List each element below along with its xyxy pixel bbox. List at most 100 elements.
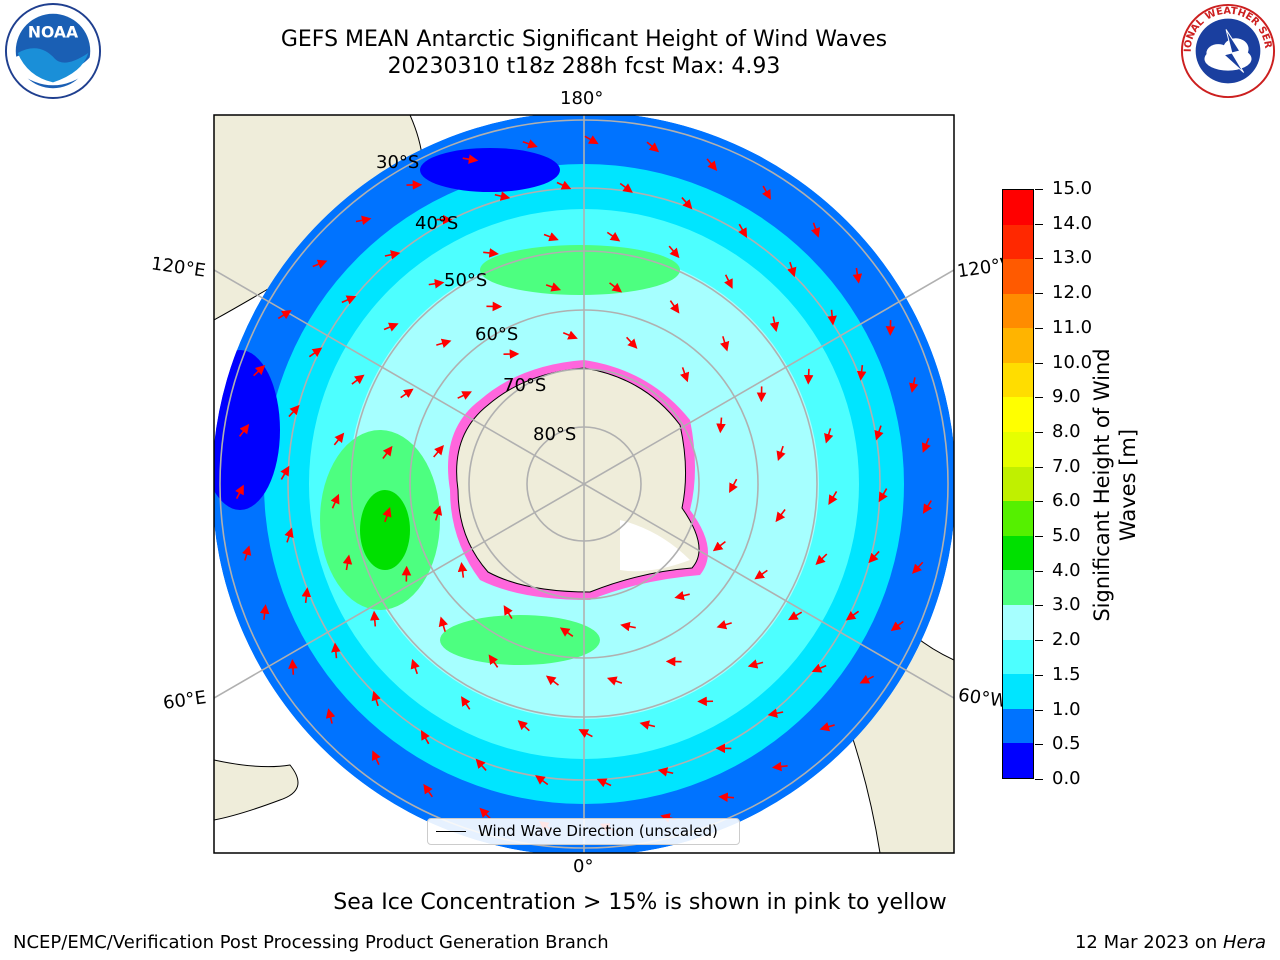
wave-arrow: [436, 338, 452, 348]
wave-arrow: [253, 365, 266, 377]
colorbar-tick-label: 15.0: [1052, 178, 1093, 199]
colorbar-tick-label: 14.0: [1052, 212, 1093, 234]
wave-arrow: [433, 444, 444, 458]
colorbar-tick: [1035, 605, 1043, 607]
map-legend: Wind Wave Direction (unscaled): [427, 818, 740, 845]
wave-arrow: [625, 336, 638, 349]
wave-arrow: [308, 347, 323, 358]
wave-arrow: [325, 708, 336, 724]
sea-ice-note: Sea Ice Concentration > 15% is shown in …: [333, 890, 947, 915]
wave-arrow: [769, 316, 780, 333]
colorbar-tick: [1035, 466, 1043, 468]
wave-arrow: [259, 604, 270, 620]
colorbar-tick-label: 5.0: [1052, 525, 1081, 547]
wave-arrow: [351, 374, 365, 385]
colorbar-tick-label: 3.0: [1052, 594, 1081, 616]
wave-arrow: [815, 553, 828, 566]
wave-arrow: [620, 621, 636, 632]
wave-arrow: [787, 261, 797, 278]
wave-arrow: [819, 722, 835, 732]
wave-arrow: [868, 550, 880, 564]
colorbar-segment: [1003, 293, 1033, 329]
wave-arrow: [420, 730, 430, 745]
colorbar-segment: [1003, 605, 1033, 640]
wave-arrow: [724, 274, 733, 289]
colorbar-tick-label: 8.0: [1052, 420, 1081, 442]
colorbar-segment: [1003, 328, 1033, 363]
wave-arrow: [852, 267, 863, 284]
wave-arrow: [810, 222, 821, 238]
wave-arrow: [400, 388, 414, 399]
wave-arrow: [859, 674, 875, 684]
chart-subtitle: 20230310 t18z 288h fcst Max: 4.93: [387, 54, 781, 79]
colorbar-segment: [1003, 432, 1033, 467]
wave-arrow: [333, 432, 345, 446]
colorbar-segment: [1003, 535, 1033, 571]
colorbar-tick: [1035, 709, 1043, 711]
wave-arrow: [483, 248, 499, 258]
footer-credit: NCEP/EMC/Verification Post Processing Pr…: [13, 932, 609, 953]
wave-arrow: [288, 404, 300, 418]
colorbar-tick: [1035, 431, 1043, 433]
wave-arrow: [706, 158, 718, 171]
colorbar-tick: [1035, 570, 1043, 572]
wave-arrow: [824, 428, 834, 444]
lon-label-180: 180°: [560, 88, 604, 109]
wave-arrow: [410, 658, 420, 675]
colorbar-segment: [1003, 189, 1033, 225]
wave-arrow: [729, 478, 738, 494]
colorbar-tick-label: 2.0: [1052, 629, 1081, 651]
wave-arrow: [535, 775, 549, 786]
wave-arrow: [720, 336, 730, 352]
wave-arrow: [545, 282, 562, 292]
wave-arrow: [845, 610, 860, 621]
wave-arrow: [669, 300, 680, 314]
wave-arrow: [462, 154, 479, 164]
colorbar-tick: [1035, 327, 1043, 329]
wave-arrow: [681, 197, 693, 210]
wave-arrow: [878, 488, 888, 503]
colorbar: [1002, 189, 1034, 779]
wave-arrow: [428, 278, 445, 289]
colorbar-tick: [1035, 362, 1043, 364]
wave-arrow: [280, 465, 290, 480]
colorbar-segment: [1003, 259, 1033, 294]
colorbar-segment: [1003, 743, 1033, 778]
lat-label-80s: 80°S: [533, 424, 577, 445]
colorbar-tick: [1035, 536, 1043, 538]
colorbar-segment: [1003, 570, 1033, 606]
colorbar-tick-label: 13.0: [1052, 247, 1093, 269]
wave-arrow: [355, 215, 372, 226]
colorbar-segment: [1003, 397, 1033, 433]
colorbar-segment: [1003, 466, 1033, 502]
wave-arrow: [674, 590, 690, 601]
colorbar-tick-label: 12.0: [1052, 282, 1093, 304]
colorbar-tick-label: 1.0: [1052, 698, 1081, 720]
wave-arrow: [646, 141, 660, 153]
wave-arrow: [301, 587, 312, 603]
wave-arrow: [382, 506, 392, 523]
wave-arrow: [827, 309, 837, 326]
wave-arrow: [235, 484, 244, 500]
africa-land: [214, 759, 299, 821]
wave-arrow: [284, 527, 294, 543]
colorbar-segment: [1003, 674, 1033, 709]
wave-arrow: [921, 437, 931, 453]
wave-arrow: [423, 783, 433, 798]
wave-arrow: [578, 729, 593, 738]
wave-arrow: [619, 182, 633, 193]
noaa-logo-text: NOAA: [28, 22, 79, 41]
colorbar-tick-label: 4.0: [1052, 559, 1081, 581]
wave-arrow: [384, 250, 401, 260]
wave-arrow: [312, 259, 328, 269]
wave-arrow: [503, 605, 513, 620]
wave-arrow: [788, 611, 803, 621]
legend-line-swatch: [436, 831, 466, 832]
colorbar-tick: [1035, 501, 1043, 503]
colorbar-tick-label: 9.0: [1052, 386, 1081, 408]
lat-label-50s: 50°S: [444, 270, 488, 291]
wave-arrow: [438, 616, 448, 632]
colorbar-tick-label: 1.5: [1052, 663, 1081, 685]
chart-title: GEFS MEAN Antarctic Significant Height o…: [280, 27, 888, 52]
wave-arrow: [668, 245, 680, 259]
